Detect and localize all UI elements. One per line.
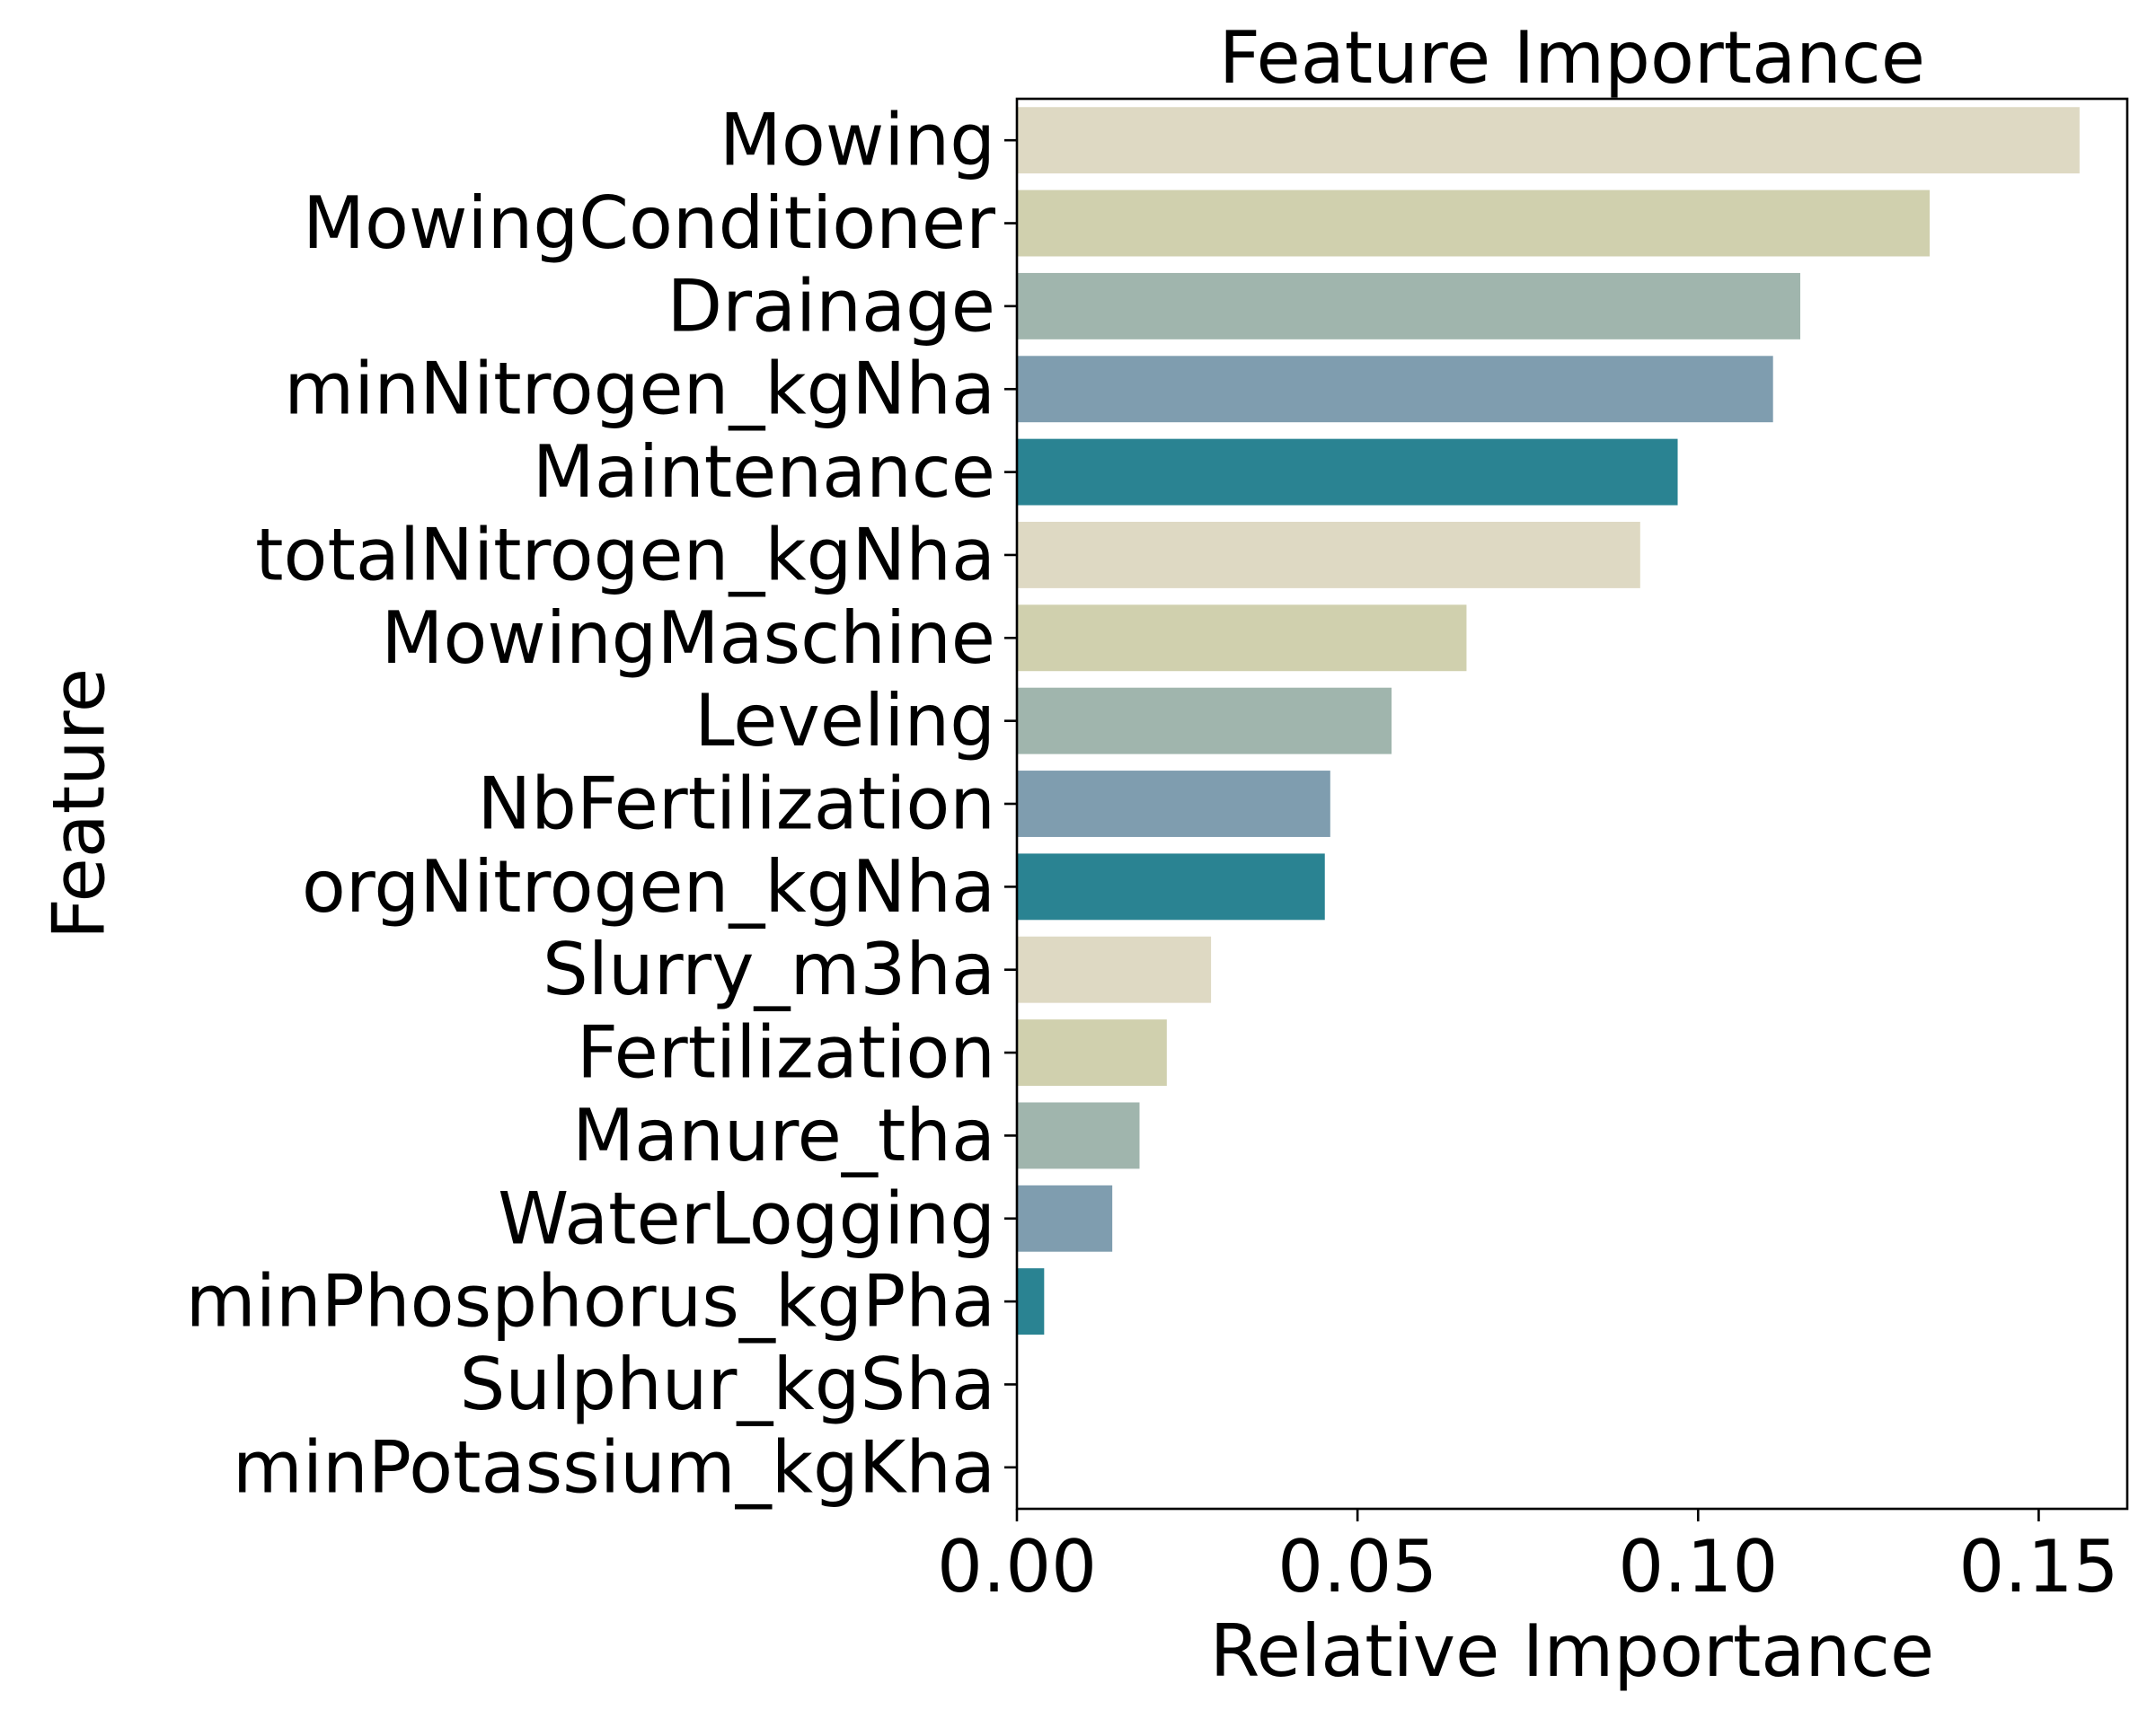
x-tick-label: 0.15 xyxy=(1958,1525,2118,1609)
chart-title: Feature Importance xyxy=(1219,16,1925,100)
y-tick-marks xyxy=(1004,138,1017,1469)
bar-manure-tha xyxy=(1017,1102,1140,1169)
y-tick-label: MowingMaschine xyxy=(381,596,995,680)
bar-orgnitrogen-kgnha xyxy=(1017,853,1325,921)
x-ticks: 0.00 0.05 0.10 0.15 xyxy=(937,1509,2118,1609)
y-tick-label: Fertilization xyxy=(577,1011,995,1095)
y-tick-label: NbFertilization xyxy=(477,762,995,846)
y-tick-label: Leveling xyxy=(694,679,995,762)
bar-drainage xyxy=(1017,272,1801,339)
y-tick-labels: MowingMowingConditionerDrainageminNitrog… xyxy=(186,99,995,1510)
y-tick-label: totalNitrogen_kgNha xyxy=(255,513,995,596)
bar-mowingconditioner xyxy=(1017,190,1931,257)
x-tick-label: 0.00 xyxy=(937,1525,1097,1609)
y-tick-label: Manure_tha xyxy=(572,1094,995,1177)
y-tick-label: minNitrogen_kgNha xyxy=(284,348,995,431)
y-tick-label: Mowing xyxy=(720,99,995,182)
bar-maintenance xyxy=(1017,438,1678,506)
bar-slurry-m3ha xyxy=(1017,936,1212,1003)
x-tick-label: 0.05 xyxy=(1277,1525,1437,1609)
x-tick-label: 0.10 xyxy=(1618,1525,1778,1609)
y-tick-label: Drainage xyxy=(667,264,995,348)
y-tick-label: orgNitrogen_kgNha xyxy=(302,845,995,929)
y-tick-label: minPotassium_kgKha xyxy=(233,1425,995,1509)
y-tick-label: minPhosphorus_kgPha xyxy=(186,1260,995,1344)
y-tick-label: Maintenance xyxy=(533,430,995,514)
y-tick-label: WaterLogging xyxy=(498,1177,995,1260)
y-tick-label: MowingConditioner xyxy=(303,181,995,265)
bar-totalnitrogen-kgnha xyxy=(1017,522,1640,588)
x-axis-label: Relative Importance xyxy=(1210,1609,1934,1693)
y-axis-label: Feature xyxy=(38,668,121,939)
bar-minnitrogen-kgnha xyxy=(1017,356,1773,423)
bar-fertilization xyxy=(1017,1019,1167,1086)
plot-frame xyxy=(1015,97,2129,1511)
y-tick-label: Sulphur_kgSha xyxy=(460,1343,995,1426)
bar-leveling xyxy=(1017,687,1392,754)
y-tick-label: Slurry_m3ha xyxy=(543,928,995,1011)
bar-mowing xyxy=(1017,107,2080,174)
bar-waterlogging xyxy=(1017,1185,1113,1252)
bars-group xyxy=(1017,107,2080,1335)
bar-nbfertilization xyxy=(1017,771,1330,837)
bar-minphosphorus-kgpha xyxy=(1017,1268,1045,1335)
bar-mowingmaschine xyxy=(1017,604,1467,672)
